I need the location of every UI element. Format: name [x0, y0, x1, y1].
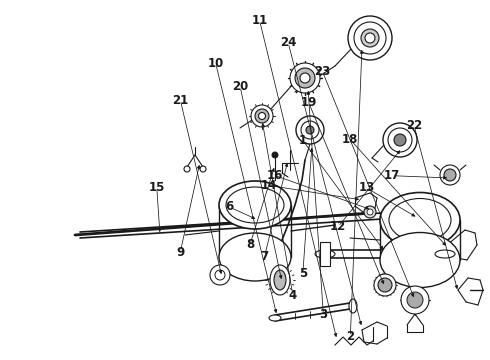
Ellipse shape: [274, 270, 286, 290]
Text: 8: 8: [246, 238, 254, 251]
Circle shape: [364, 206, 376, 218]
Ellipse shape: [290, 63, 320, 93]
Text: 6: 6: [225, 201, 233, 213]
Ellipse shape: [296, 116, 324, 144]
Circle shape: [407, 292, 423, 308]
Ellipse shape: [301, 121, 319, 139]
Ellipse shape: [354, 22, 386, 54]
Ellipse shape: [219, 233, 291, 281]
Circle shape: [367, 209, 373, 215]
Text: 16: 16: [266, 169, 283, 182]
Ellipse shape: [361, 29, 379, 47]
Ellipse shape: [380, 193, 460, 248]
Text: 22: 22: [406, 119, 422, 132]
Ellipse shape: [388, 128, 412, 152]
Ellipse shape: [383, 123, 417, 157]
Ellipse shape: [389, 198, 451, 242]
Text: 24: 24: [280, 36, 296, 49]
Text: 9: 9: [176, 246, 184, 258]
Ellipse shape: [255, 109, 269, 123]
Polygon shape: [320, 242, 330, 266]
Text: 12: 12: [330, 220, 346, 233]
Text: 15: 15: [148, 181, 165, 194]
Circle shape: [184, 166, 190, 172]
Text: 3: 3: [319, 309, 327, 321]
Ellipse shape: [315, 250, 335, 258]
Circle shape: [200, 166, 206, 172]
Ellipse shape: [435, 250, 455, 258]
Circle shape: [272, 152, 278, 158]
Ellipse shape: [219, 181, 291, 229]
Ellipse shape: [306, 126, 314, 134]
Ellipse shape: [226, 187, 284, 223]
Text: 21: 21: [172, 94, 189, 107]
Ellipse shape: [251, 105, 273, 127]
Circle shape: [210, 265, 230, 285]
Text: 19: 19: [300, 96, 317, 109]
Text: 18: 18: [342, 133, 359, 146]
Ellipse shape: [444, 169, 456, 181]
Ellipse shape: [269, 315, 281, 321]
Text: 17: 17: [384, 169, 400, 182]
Ellipse shape: [365, 33, 375, 43]
Text: 20: 20: [232, 80, 248, 93]
Ellipse shape: [380, 233, 460, 288]
Text: 5: 5: [299, 267, 307, 280]
Text: 14: 14: [260, 179, 277, 192]
Text: 2: 2: [346, 330, 354, 343]
Text: 11: 11: [251, 14, 268, 27]
Ellipse shape: [295, 68, 315, 88]
Ellipse shape: [270, 265, 290, 295]
Circle shape: [401, 286, 429, 314]
Ellipse shape: [378, 278, 392, 292]
Ellipse shape: [440, 165, 460, 185]
Ellipse shape: [394, 134, 406, 146]
Ellipse shape: [259, 112, 266, 120]
Text: 4: 4: [289, 289, 297, 302]
Circle shape: [215, 270, 225, 280]
Text: 10: 10: [207, 57, 224, 69]
Text: 23: 23: [314, 65, 331, 78]
Ellipse shape: [374, 274, 396, 296]
Text: 1: 1: [299, 134, 307, 147]
Ellipse shape: [300, 73, 310, 83]
Text: 7: 7: [261, 250, 269, 263]
Ellipse shape: [348, 16, 392, 60]
Text: 13: 13: [358, 181, 375, 194]
Ellipse shape: [349, 299, 357, 313]
